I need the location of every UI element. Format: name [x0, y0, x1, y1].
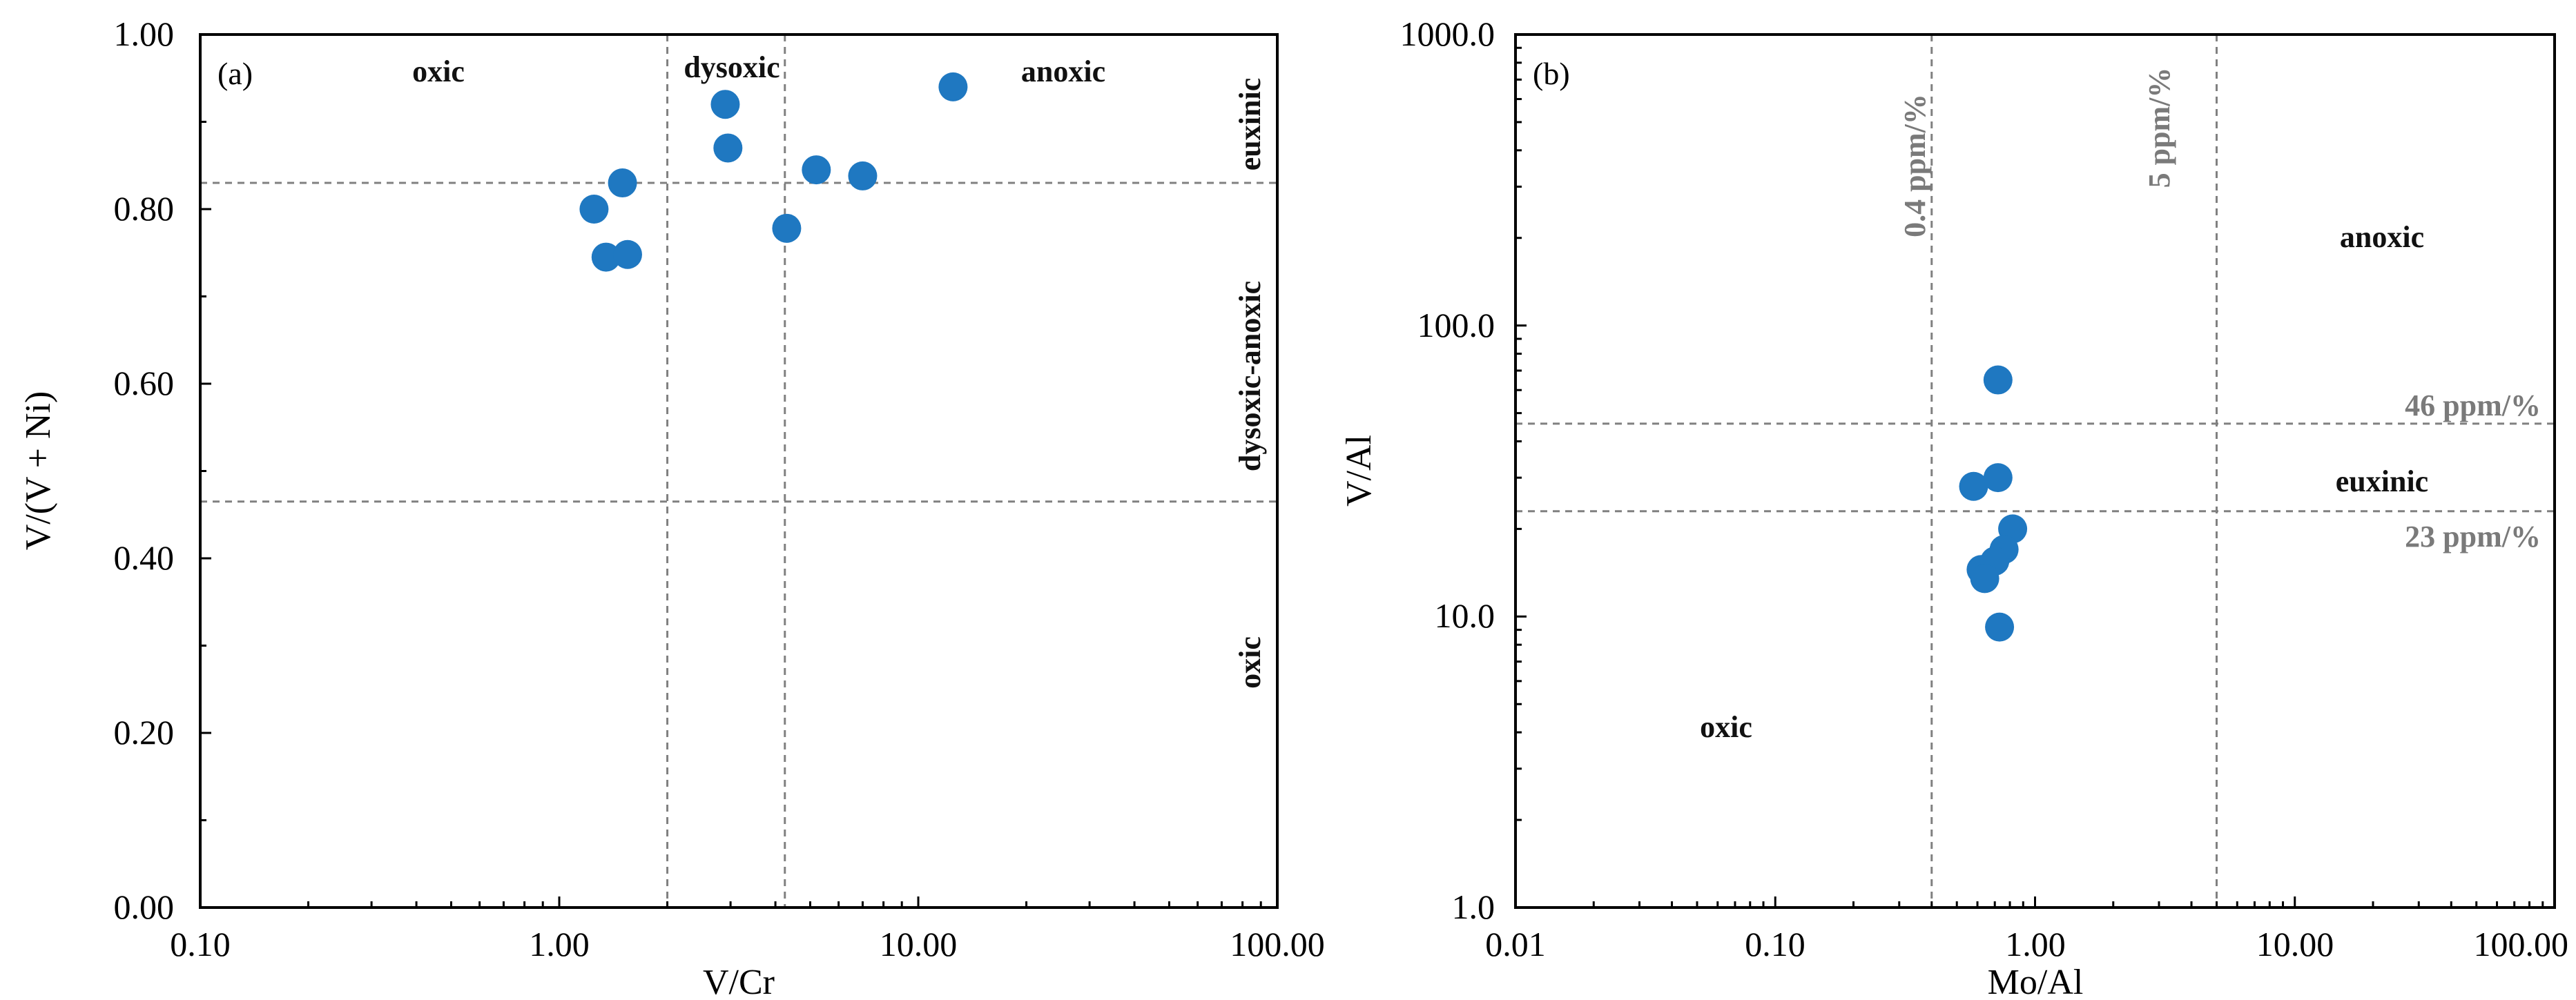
region-label-euxinic-b: euxinic [2336, 464, 2428, 498]
threshold-label-46: 46 ppm/% [2405, 389, 2541, 422]
x-tick-label-a: 1.00 [529, 925, 590, 963]
y-tick-label-a: 0.00 [114, 888, 175, 926]
y-tick-label-b: 100.0 [1417, 306, 1495, 344]
panel-label-b: (b) [1533, 56, 1570, 91]
region-label-oxic-top: oxic [412, 55, 465, 88]
data-points-b [1959, 365, 2028, 642]
scatter-point [713, 133, 743, 163]
scatter-point [1970, 564, 1999, 594]
region-label-anoxic-top: anoxic [1021, 55, 1105, 88]
x-axis-title-a: V/Cr [703, 963, 775, 1000]
plot-frame-b [1514, 33, 2556, 909]
y-axis-title-b: V/Al [1339, 435, 1379, 507]
scatter-point [848, 161, 878, 190]
x-tick-label-b: 0.10 [1745, 925, 1805, 963]
scatter-point [772, 213, 802, 243]
x-tick-label-b: 0.01 [1485, 925, 1546, 963]
region-label-euxinic-right: euxinic [1233, 78, 1267, 170]
y-tick-label-a: 0.40 [114, 538, 175, 577]
threshold-label-0-4: 0.4 ppm/% [1898, 94, 1932, 237]
x-tick-label-a: 0.10 [170, 925, 231, 963]
x-tick-label-a: 100.00 [1230, 925, 1325, 963]
scatter-point [579, 195, 609, 224]
x-tick-label-b: 1.00 [2005, 925, 2066, 963]
region-label-dysoxic-top: dysoxic [684, 50, 779, 84]
threshold-lines-a [200, 35, 1277, 908]
y-tick-label-b: 1.0 [1452, 888, 1495, 926]
scatter-point [612, 239, 642, 269]
y-tick-label-b: 1000.0 [1400, 14, 1495, 53]
axis-ticks-a [199, 33, 1279, 909]
region-label-oxic-right: oxic [1233, 636, 1267, 689]
y-tick-label-a: 0.60 [114, 364, 175, 402]
scatter-point [802, 155, 831, 185]
scatter-point [1983, 365, 2013, 395]
scatter-point [608, 168, 637, 198]
scatter-point [1959, 471, 1988, 501]
x-axis-title-b: Mo/Al [1988, 963, 2084, 1000]
x-tick-label-a: 10.00 [880, 925, 958, 963]
threshold-lines-b [1515, 35, 2555, 908]
chart-panel-a: (a) 0.00 0.20 0.40 0.60 0.80 1.00 0.10 1… [19, 14, 1325, 1000]
chart-panel-b: (b) 1.0 10.0 100.0 1000.0 0.01 0.10 1.00… [1339, 14, 2568, 1000]
region-label-dysoxic-anoxic-right: dysoxic-anoxic [1233, 281, 1267, 471]
region-label-anoxic-b: anoxic [2340, 220, 2424, 254]
plot-frame-a [199, 33, 1279, 909]
panel-label-a: (a) [217, 56, 253, 91]
y-axis-title-a: V/(V + Ni) [19, 391, 58, 551]
scatter-point [710, 90, 740, 119]
scatter-point [938, 72, 968, 101]
scatter-point [591, 242, 621, 272]
threshold-label-5: 5 ppm/% [2142, 68, 2176, 188]
threshold-label-23: 23 ppm/% [2405, 520, 2541, 553]
scatter-point [1983, 463, 2013, 493]
y-tick-label-a: 1.00 [114, 14, 175, 53]
region-label-oxic-b: oxic [1700, 710, 1752, 744]
y-tick-label-a: 0.20 [114, 713, 175, 752]
y-tick-label-b: 10.0 [1435, 596, 1495, 635]
y-tick-label-a: 0.80 [114, 189, 175, 228]
data-points-a [579, 72, 968, 272]
x-tick-label-b: 10.00 [2256, 925, 2334, 963]
scatter-point [1985, 612, 2015, 642]
x-tick-label-b: 100.00 [2474, 925, 2569, 963]
